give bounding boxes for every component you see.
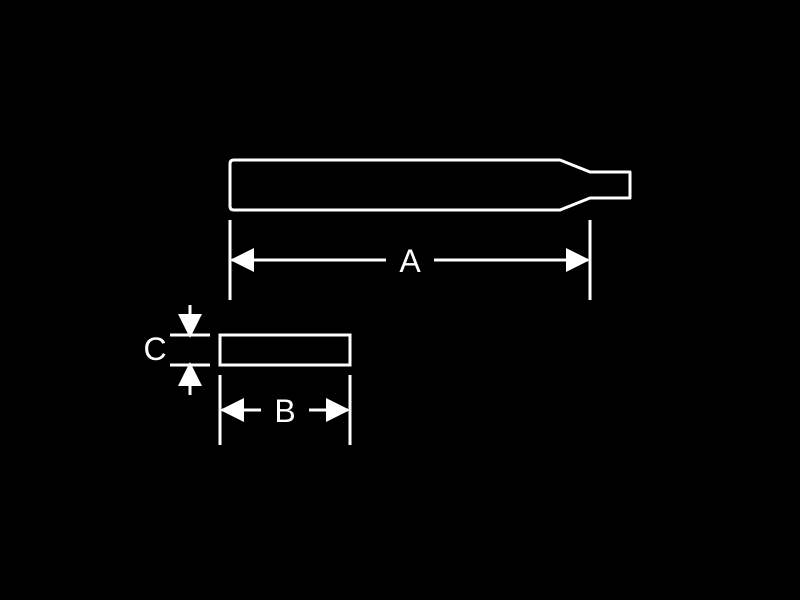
- small-part-outline: [220, 335, 350, 365]
- dimension-b-label: B: [274, 393, 295, 429]
- dimension-c-label: C: [143, 331, 166, 367]
- technical-diagram: A B C: [0, 0, 800, 600]
- dimension-a-label: A: [399, 243, 421, 279]
- main-part-outline: [230, 160, 630, 210]
